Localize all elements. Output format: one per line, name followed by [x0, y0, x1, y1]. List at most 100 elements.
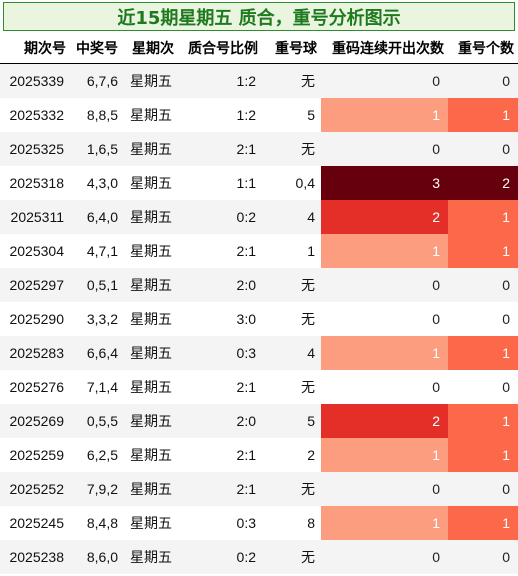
- cell-ratio: 1:2: [182, 63, 262, 98]
- table-row: 2025311 6,4,0 星期五 0:2 4 2 1: [0, 200, 518, 234]
- cell-issue: 2025339: [0, 63, 70, 98]
- cell-issue: 2025318: [0, 166, 70, 200]
- cell-consecutive: 0: [321, 540, 448, 574]
- header-ratio: 质合号比例: [182, 32, 262, 64]
- table-row: 2025332 8,8,5 星期五 1:2 5 1 1: [0, 98, 518, 132]
- header-repeat-count: 重号个数: [448, 32, 518, 64]
- table-row: 2025318 4,3,0 星期五 1:1 0,4 3 2: [0, 166, 518, 200]
- cell-consecutive: 1: [321, 506, 448, 540]
- cell-issue: 2025276: [0, 370, 70, 404]
- cell-weekday: 星期五: [122, 472, 182, 506]
- cell-ratio: 2:0: [182, 404, 262, 438]
- cell-issue: 2025297: [0, 268, 70, 302]
- cell-weekday: 星期五: [122, 200, 182, 234]
- cell-numbers: 7,9,2: [70, 472, 122, 506]
- cell-numbers: 6,7,6: [70, 63, 122, 98]
- cell-repeat-ball: 无: [262, 540, 321, 574]
- cell-repeat-count: 1: [448, 98, 518, 132]
- cell-consecutive: 0: [321, 63, 448, 98]
- cell-consecutive: 0: [321, 132, 448, 166]
- cell-weekday: 星期五: [122, 268, 182, 302]
- cell-issue: 2025238: [0, 540, 70, 574]
- analysis-table: 期次号 中奖号 星期次 质合号比例 重号球 重码连续开出次数 重号个数 2025…: [0, 32, 518, 574]
- cell-numbers: 8,4,8: [70, 506, 122, 540]
- cell-numbers: 4,7,1: [70, 234, 122, 268]
- cell-ratio: 0:3: [182, 336, 262, 370]
- cell-ratio: 2:1: [182, 370, 262, 404]
- header-issue: 期次号: [0, 32, 70, 64]
- cell-issue: 2025283: [0, 336, 70, 370]
- cell-ratio: 2:1: [182, 234, 262, 268]
- cell-repeat-count: 0: [448, 370, 518, 404]
- cell-consecutive: 0: [321, 268, 448, 302]
- cell-ratio: 2:1: [182, 472, 262, 506]
- cell-issue: 2025311: [0, 200, 70, 234]
- cell-repeat-count: 2: [448, 166, 518, 200]
- cell-repeat-ball: 无: [262, 472, 321, 506]
- table-row: 2025276 7,1,4 星期五 2:1 无 0 0: [0, 370, 518, 404]
- cell-issue: 2025304: [0, 234, 70, 268]
- table-row: 2025325 1,6,5 星期五 2:1 无 0 0: [0, 132, 518, 166]
- cell-repeat-ball: 无: [262, 268, 321, 302]
- cell-numbers: 0,5,1: [70, 268, 122, 302]
- table-row: 2025259 6,2,5 星期五 2:1 2 1 1: [0, 438, 518, 472]
- cell-consecutive: 0: [321, 472, 448, 506]
- cell-weekday: 星期五: [122, 506, 182, 540]
- cell-numbers: 0,5,5: [70, 404, 122, 438]
- cell-weekday: 星期五: [122, 302, 182, 336]
- cell-repeat-count: 0: [448, 540, 518, 574]
- cell-repeat-ball: 无: [262, 370, 321, 404]
- cell-issue: 2025332: [0, 98, 70, 132]
- table-row: 2025238 8,6,0 星期五 0:2 无 0 0: [0, 540, 518, 574]
- cell-weekday: 星期五: [122, 370, 182, 404]
- cell-repeat-ball: 5: [262, 98, 321, 132]
- cell-weekday: 星期五: [122, 132, 182, 166]
- cell-ratio: 0:2: [182, 540, 262, 574]
- header-consecutive: 重码连续开出次数: [321, 32, 448, 64]
- cell-numbers: 6,6,4: [70, 336, 122, 370]
- cell-ratio: 3:0: [182, 302, 262, 336]
- cell-ratio: 2:1: [182, 438, 262, 472]
- table-row: 2025283 6,6,4 星期五 0:3 4 1 1: [0, 336, 518, 370]
- cell-issue: 2025259: [0, 438, 70, 472]
- header-numbers: 中奖号: [70, 32, 122, 64]
- cell-weekday: 星期五: [122, 234, 182, 268]
- cell-consecutive: 2: [321, 404, 448, 438]
- cell-repeat-ball: 0,4: [262, 166, 321, 200]
- table-row: 2025269 0,5,5 星期五 2:0 5 2 1: [0, 404, 518, 438]
- cell-consecutive: 1: [321, 336, 448, 370]
- cell-repeat-ball: 2: [262, 438, 321, 472]
- cell-weekday: 星期五: [122, 336, 182, 370]
- cell-issue: 2025269: [0, 404, 70, 438]
- header-repeat-ball: 重号球: [262, 32, 321, 64]
- cell-numbers: 4,3,0: [70, 166, 122, 200]
- cell-numbers: 8,8,5: [70, 98, 122, 132]
- cell-weekday: 星期五: [122, 540, 182, 574]
- cell-issue: 2025290: [0, 302, 70, 336]
- cell-repeat-count: 0: [448, 472, 518, 506]
- cell-repeat-count: 1: [448, 506, 518, 540]
- cell-weekday: 星期五: [122, 404, 182, 438]
- cell-repeat-ball: 5: [262, 404, 321, 438]
- table-row: 2025339 6,7,6 星期五 1:2 无 0 0: [0, 63, 518, 98]
- cell-consecutive: 1: [321, 98, 448, 132]
- cell-repeat-count: 0: [448, 302, 518, 336]
- cell-weekday: 星期五: [122, 98, 182, 132]
- cell-ratio: 0:2: [182, 200, 262, 234]
- cell-numbers: 8,6,0: [70, 540, 122, 574]
- cell-numbers: 1,6,5: [70, 132, 122, 166]
- cell-ratio: 0:3: [182, 506, 262, 540]
- cell-repeat-count: 0: [448, 132, 518, 166]
- cell-numbers: 3,3,2: [70, 302, 122, 336]
- table-row: 2025245 8,4,8 星期五 0:3 8 1 1: [0, 506, 518, 540]
- table-row: 2025290 3,3,2 星期五 3:0 无 0 0: [0, 302, 518, 336]
- cell-numbers: 6,2,5: [70, 438, 122, 472]
- cell-repeat-count: 1: [448, 200, 518, 234]
- cell-weekday: 星期五: [122, 63, 182, 98]
- cell-weekday: 星期五: [122, 438, 182, 472]
- cell-ratio: 1:2: [182, 98, 262, 132]
- cell-issue: 2025245: [0, 506, 70, 540]
- cell-repeat-count: 0: [448, 268, 518, 302]
- cell-weekday: 星期五: [122, 166, 182, 200]
- cell-ratio: 1:1: [182, 166, 262, 200]
